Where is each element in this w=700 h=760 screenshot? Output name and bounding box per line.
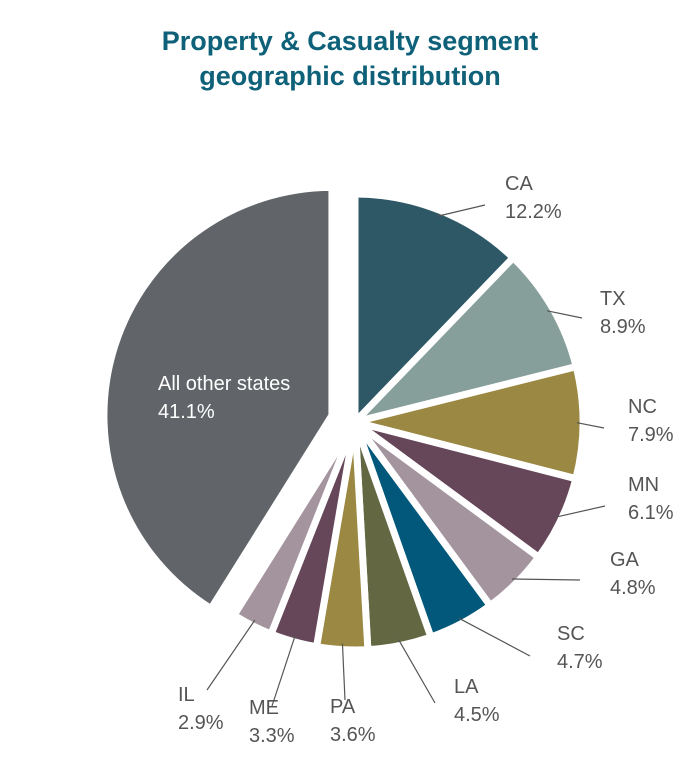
leader-line-pa bbox=[341, 643, 346, 701]
leader-line-me bbox=[271, 635, 296, 707]
chart-title: Property & Casualty segment geographic d… bbox=[0, 24, 700, 94]
slice-value-nc: 7.9% bbox=[628, 424, 674, 446]
slice-value-tx: 8.9% bbox=[600, 316, 646, 338]
slice-label-ga: GA bbox=[610, 549, 640, 571]
slice-value-il: 2.9% bbox=[178, 712, 224, 734]
slice-label-mn: MN bbox=[628, 474, 659, 496]
leader-line-il bbox=[206, 619, 256, 691]
slice-label-la: LA bbox=[454, 676, 479, 698]
slice-label-tx: TX bbox=[600, 288, 626, 310]
leader-line-tx bbox=[547, 310, 583, 319]
slice-value-me: 3.3% bbox=[249, 725, 295, 747]
pie-slice-all-other-states bbox=[100, 183, 336, 613]
slice-value-la: 4.5% bbox=[454, 704, 500, 726]
slice-value-ca: 12.2% bbox=[505, 201, 562, 223]
pie-slice-il bbox=[230, 418, 359, 638]
leader-line-ga bbox=[511, 578, 581, 581]
pie-slice-ca bbox=[351, 190, 517, 426]
slice-value-sc: 4.7% bbox=[557, 651, 603, 673]
slice-value-mn: 6.1% bbox=[628, 502, 674, 524]
slice-label-me: ME bbox=[249, 697, 279, 719]
leader-line-mn bbox=[555, 505, 606, 518]
slice-label-pa: PA bbox=[330, 696, 356, 718]
pie-slice-tx bbox=[351, 254, 580, 426]
slice-label-ca: CA bbox=[505, 173, 533, 195]
slice-label-sc: SC bbox=[557, 623, 585, 645]
slice-value-all-other-states: 41.1% bbox=[158, 401, 215, 423]
slice-label-nc: NC bbox=[628, 396, 657, 418]
leader-line-sc bbox=[458, 617, 531, 657]
slice-label-il: IL bbox=[178, 684, 195, 706]
leader-line-nc bbox=[576, 422, 605, 429]
leader-line-la bbox=[398, 639, 436, 704]
slice-value-pa: 3.6% bbox=[330, 724, 376, 746]
chart-title-line-1: Property & Casualty segment bbox=[161, 26, 539, 56]
leader-line-ca bbox=[437, 204, 486, 217]
slice-label-all-other-states: All other states bbox=[158, 373, 290, 395]
chart-title-line-2: geographic distribution bbox=[199, 61, 501, 91]
slice-value-ga: 4.8% bbox=[610, 577, 656, 599]
